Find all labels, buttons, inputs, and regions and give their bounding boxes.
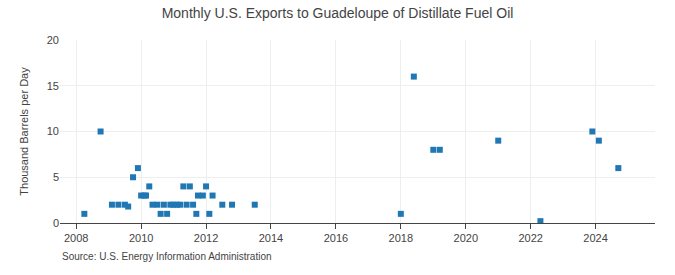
svg-text:2008: 2008 (64, 232, 88, 244)
svg-text:Thousand Barrels per Day: Thousand Barrels per Day (18, 67, 30, 196)
svg-text:2016: 2016 (324, 232, 348, 244)
svg-text:5: 5 (53, 171, 59, 183)
svg-text:2018: 2018 (389, 232, 413, 244)
svg-text:20: 20 (47, 34, 59, 46)
svg-text:2022: 2022 (518, 232, 542, 244)
svg-text:2010: 2010 (129, 232, 153, 244)
svg-text:2020: 2020 (454, 232, 478, 244)
svg-text:0: 0 (53, 217, 59, 229)
svg-text:2024: 2024 (583, 232, 607, 244)
svg-text:2014: 2014 (259, 232, 283, 244)
svg-text:15: 15 (47, 80, 59, 92)
svg-text:Source: U.S. Energy Informatio: Source: U.S. Energy Information Administ… (62, 251, 272, 262)
svg-text:Monthly U.S. Exports to Guadel: Monthly U.S. Exports to Guadeloupe of Di… (162, 5, 514, 21)
svg-text:2012: 2012 (194, 232, 218, 244)
svg-text:10: 10 (47, 125, 59, 137)
